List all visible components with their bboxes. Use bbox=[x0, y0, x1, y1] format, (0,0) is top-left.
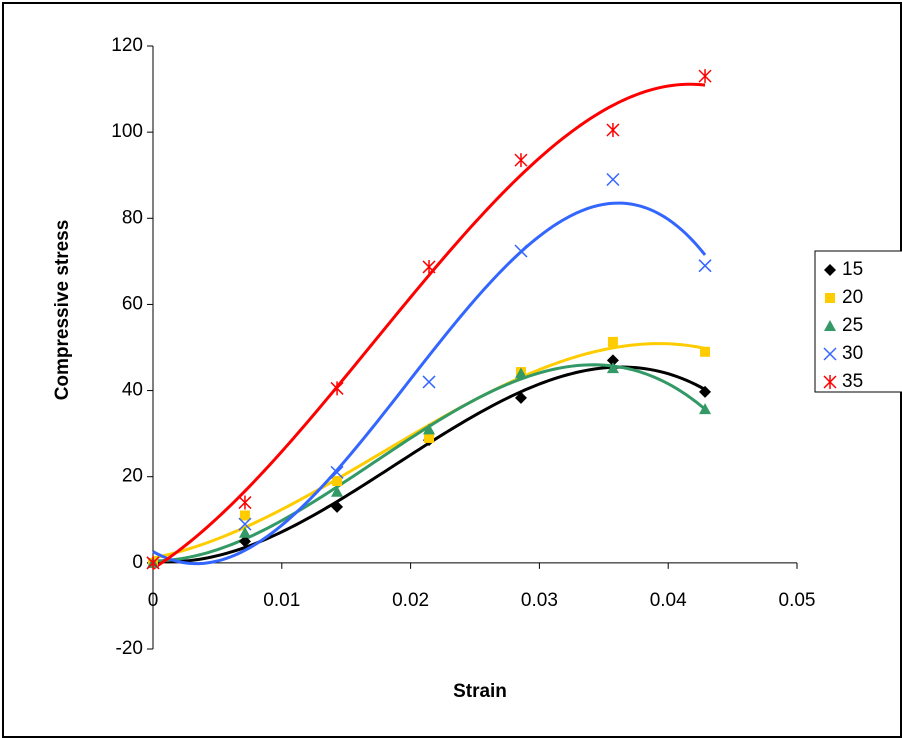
data-point bbox=[514, 391, 527, 404]
data-point bbox=[606, 172, 620, 187]
data-point bbox=[330, 465, 344, 479]
legend-label: 35 bbox=[842, 371, 863, 392]
y-tick-label: -20 bbox=[116, 638, 143, 659]
legend-marker bbox=[825, 293, 835, 303]
data-point bbox=[330, 381, 344, 396]
y-tick-label: 40 bbox=[122, 380, 143, 401]
data-point bbox=[423, 423, 436, 435]
data-point bbox=[332, 476, 343, 487]
legend-marker bbox=[823, 347, 837, 361]
data-point bbox=[698, 69, 712, 84]
data-point bbox=[606, 362, 619, 374]
data-point bbox=[239, 510, 250, 521]
legend-label: 30 bbox=[842, 343, 863, 364]
legend-label: 15 bbox=[842, 259, 863, 280]
x-tick-label: 0.01 bbox=[263, 590, 300, 611]
data-point bbox=[424, 432, 435, 443]
data-point bbox=[699, 403, 712, 415]
legend-marker bbox=[824, 264, 836, 276]
data-point bbox=[514, 367, 527, 379]
trend-line bbox=[152, 82, 706, 570]
data-point bbox=[422, 375, 436, 389]
data-point bbox=[606, 354, 619, 367]
data-point bbox=[422, 259, 436, 274]
y-axis-title: Compressive stress bbox=[52, 220, 73, 401]
data-point bbox=[700, 346, 711, 357]
data-point bbox=[146, 555, 160, 570]
data-point bbox=[331, 500, 344, 513]
y-tick-label: 80 bbox=[122, 207, 143, 228]
data-point bbox=[238, 517, 252, 531]
x-tick-label: 0.05 bbox=[779, 590, 816, 611]
data-point bbox=[238, 535, 251, 548]
legend-label: 25 bbox=[842, 315, 863, 336]
x-tick-label: 0.04 bbox=[650, 590, 687, 611]
data-point bbox=[698, 259, 712, 273]
legend-marker bbox=[823, 375, 837, 389]
data-point bbox=[238, 526, 251, 538]
data-point bbox=[699, 385, 712, 398]
y-tick-label: 120 bbox=[111, 35, 143, 56]
x-tick-label: 0.03 bbox=[521, 590, 558, 611]
x-tick-label: 0.02 bbox=[392, 590, 429, 611]
legend-label: 20 bbox=[842, 287, 863, 308]
data-point bbox=[514, 244, 528, 258]
data-point bbox=[607, 336, 618, 347]
data-point bbox=[331, 485, 344, 497]
x-tick-label: 0 bbox=[148, 590, 159, 611]
data-point bbox=[514, 153, 528, 168]
y-tick-label: 0 bbox=[132, 552, 143, 573]
x-axis-title: Strain bbox=[453, 681, 507, 702]
data-point bbox=[606, 122, 620, 137]
legend-marker bbox=[824, 320, 836, 331]
data-point bbox=[238, 495, 252, 510]
y-tick-label: 20 bbox=[122, 466, 143, 487]
y-tick-label: 60 bbox=[122, 293, 143, 314]
trend-line bbox=[152, 201, 707, 566]
y-tick-label: 100 bbox=[111, 121, 143, 142]
